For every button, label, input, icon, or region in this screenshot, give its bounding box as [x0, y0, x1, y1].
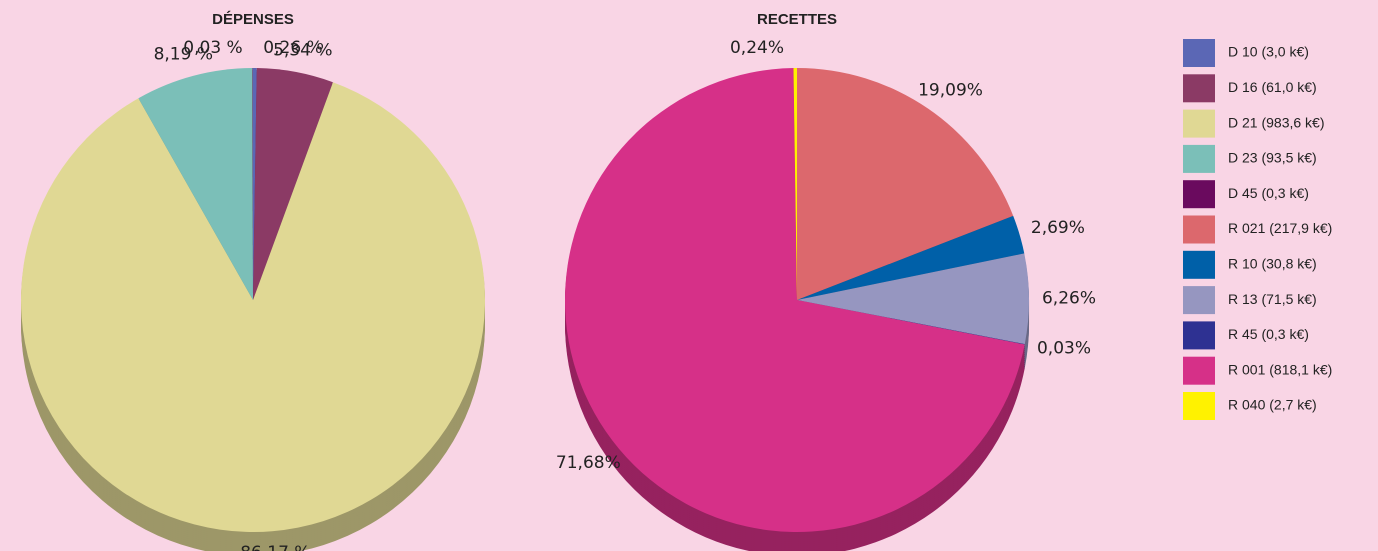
slice: [253, 68, 333, 300]
legend-swatch: [1183, 250, 1215, 279]
slice-label: 6,26%: [1042, 289, 1096, 309]
legend-swatch: [1183, 286, 1215, 315]
slice: [20, 82, 486, 533]
legend-label: R 45 (0,3 k€): [1228, 326, 1309, 342]
slice: [253, 68, 257, 300]
slice-label: 0,03%: [1037, 339, 1091, 359]
legend-swatch: [1183, 109, 1215, 138]
legend-label: R 021 (217,9 k€): [1228, 220, 1332, 236]
legend-swatch: [1183, 74, 1215, 103]
legend-swatch: [1183, 39, 1215, 67]
legend-swatch: [1183, 180, 1215, 209]
slice-label: 0,03 %: [183, 38, 242, 58]
slice: [797, 215, 1025, 300]
legend-label: D 16 (61,0 k€): [1228, 79, 1317, 95]
legend-label: D 45 (0,3 k€): [1228, 185, 1309, 201]
slice: [138, 68, 253, 300]
legend-swatch: [1183, 215, 1215, 244]
slice: [797, 253, 1029, 345]
legend-label: D 23 (93,5 k€): [1228, 150, 1317, 166]
slice: [564, 68, 1025, 533]
slice-label: 8,19 %: [154, 44, 213, 64]
slice-label: 0,24%: [730, 38, 784, 58]
legend-label: D 10 (3,0 k€): [1228, 44, 1309, 60]
legend-label: D 21 (983,6 k€): [1228, 114, 1325, 130]
slice-label: 19,09%: [918, 80, 983, 100]
legend-swatch: [1183, 144, 1215, 173]
slice-label: 2,69%: [1031, 218, 1085, 238]
slice: [797, 68, 1014, 300]
slice-label: 86,17 %: [240, 543, 310, 551]
legend-swatch: [1183, 356, 1215, 385]
chart-title: DÉPENSES: [212, 11, 294, 28]
slice-label: 71,68%: [556, 453, 621, 473]
slice: [797, 300, 1025, 345]
legend-swatch: [1183, 392, 1215, 420]
legend-swatch: [1183, 321, 1215, 350]
legend-label: R 040 (2,7 k€): [1228, 397, 1317, 413]
legend-label: R 13 (71,5 k€): [1228, 291, 1317, 307]
slice: [793, 68, 797, 300]
slice-label: 5,34 %: [273, 40, 332, 60]
legend-label: R 001 (818,1 k€): [1228, 361, 1332, 377]
legend-label: R 10 (30,8 k€): [1228, 256, 1317, 272]
chart-title: RECETTES: [757, 11, 837, 28]
slice-label: 0,26 %: [263, 38, 322, 58]
